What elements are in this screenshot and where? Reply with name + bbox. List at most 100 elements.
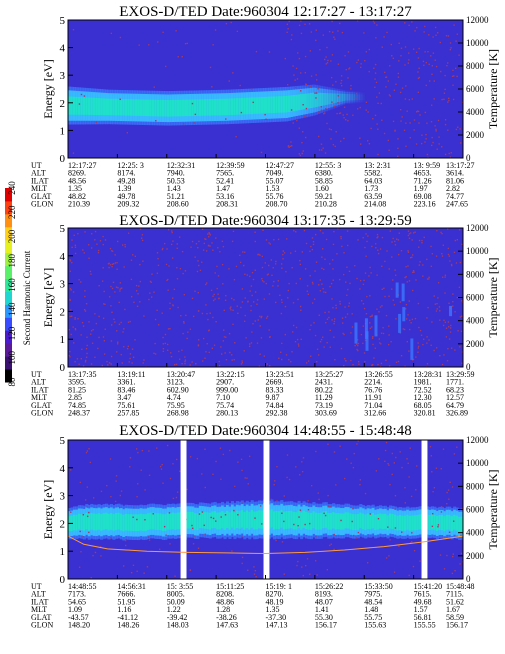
noise-dot (365, 109, 367, 111)
noise-dot (439, 41, 441, 44)
y2-tick-label: 6000 (466, 505, 485, 515)
noise-dot (388, 325, 390, 327)
band-core (327, 513, 331, 530)
noise-dot (393, 89, 396, 91)
spike-streak (398, 313, 402, 333)
noise-dot (169, 302, 171, 304)
band-core (314, 92, 318, 108)
noise-dot (128, 361, 130, 363)
noise-dot (304, 23, 306, 25)
noise-dot (148, 474, 151, 477)
noise-dot (201, 312, 204, 315)
noise-dot (69, 288, 72, 290)
band-core (322, 511, 326, 529)
noise-dot (273, 239, 275, 241)
noise-dot (407, 62, 410, 64)
noise-dot (109, 458, 112, 460)
band-edge (337, 90, 341, 106)
noise-dot (132, 516, 134, 518)
noise-dot (448, 338, 451, 340)
noise-dot (247, 300, 249, 303)
noise-dot (289, 145, 292, 148)
noise-dot (354, 97, 357, 99)
noise-dot (351, 326, 354, 328)
noise-dot (88, 321, 90, 323)
noise-dot (248, 455, 251, 458)
noise-dot (80, 281, 82, 283)
noise-dot (366, 240, 368, 243)
band-core (203, 99, 207, 116)
noise-speckle (69, 440, 463, 579)
noise-dot (314, 270, 316, 272)
noise-dot (152, 513, 154, 515)
noise-dot (290, 38, 293, 41)
band-core (216, 512, 220, 530)
noise-dot (448, 97, 450, 100)
band-core (354, 514, 358, 531)
band-core (87, 514, 91, 531)
noise-dot (286, 454, 289, 456)
noise-dot (306, 290, 308, 292)
noise-dot (90, 247, 93, 249)
noise-dot (202, 337, 205, 340)
noise-dot (357, 342, 360, 345)
noise-dot (451, 75, 454, 78)
noise-dot (69, 270, 72, 272)
noise-dot (91, 342, 94, 344)
band-core (455, 515, 459, 531)
noise-dot (323, 112, 325, 115)
noise-dot (70, 309, 72, 311)
noise-dot (261, 266, 264, 269)
noise-dot (407, 230, 410, 232)
noise-dot (398, 545, 400, 548)
band-core (428, 514, 432, 530)
noise-dot (318, 149, 321, 151)
table-cell: 210.28 (315, 200, 337, 209)
noise-dot (68, 354, 71, 357)
noise-dot (295, 466, 297, 468)
band-core (176, 99, 180, 117)
noise-dot (351, 313, 353, 315)
noise-dot (304, 115, 307, 117)
noise-dot (337, 30, 339, 32)
band-core (344, 93, 348, 101)
noise-dot (136, 305, 139, 308)
table-cell: 4.74 (167, 393, 181, 402)
noise-dot (331, 20, 333, 23)
noise-dot (250, 285, 253, 287)
noise-dot (394, 495, 397, 497)
band-core (265, 96, 269, 114)
noise-dot (94, 313, 96, 315)
noise-dot (205, 351, 207, 353)
noise-dot (197, 310, 200, 312)
table-cell: 247.65 (446, 200, 468, 209)
noise-dot (175, 30, 177, 32)
noise-dot (136, 518, 138, 521)
noise-dot (320, 106, 322, 108)
noise-dot (294, 340, 297, 343)
noise-dot (346, 313, 349, 315)
noise-dot (397, 239, 400, 241)
noise-dot (382, 327, 384, 329)
noise-dot (405, 85, 407, 87)
noise-dot (191, 527, 194, 529)
noise-dot (411, 289, 414, 292)
noise-dot (169, 307, 171, 310)
noise-dot (458, 286, 461, 289)
table-cell: 1.97 (414, 184, 428, 193)
noise-dot (242, 251, 244, 253)
noise-dot (324, 311, 326, 314)
colorbar-tick-label: 100 (7, 351, 17, 365)
table-cell: 1.73 (364, 184, 378, 193)
band-core (337, 93, 341, 103)
noise-dot (408, 233, 411, 235)
noise-dot (344, 55, 346, 57)
noise-dot (331, 298, 333, 300)
noise-dot (444, 276, 446, 278)
noise-dot (228, 80, 230, 82)
noise-dot (410, 495, 413, 498)
noise-dot (453, 75, 455, 77)
y2-tick-label: 4000 (466, 316, 485, 326)
noise-dot (327, 494, 329, 497)
noise-dot (215, 460, 217, 463)
